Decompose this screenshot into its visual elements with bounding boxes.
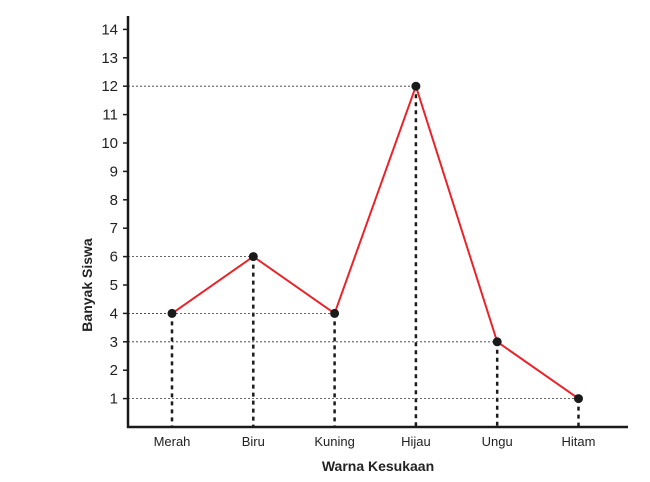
x-tick-label: Ungu <box>482 434 513 449</box>
y-tick-label: 14 <box>101 21 118 38</box>
y-tick-label: 9 <box>110 163 118 180</box>
y-tick-label: 12 <box>101 78 118 95</box>
series-line <box>171 85 580 400</box>
x-axis-title: Warna Kesukaan <box>322 458 434 474</box>
axes <box>126 16 628 429</box>
x-tick-label: Kuning <box>314 434 354 449</box>
y-tick-label: 13 <box>101 50 118 67</box>
y-tick-label: 7 <box>110 220 118 237</box>
y-tick-label: 11 <box>102 107 118 124</box>
data-point <box>574 394 583 404</box>
y-tick-label: 1 <box>110 391 118 408</box>
data-points <box>167 81 583 404</box>
y-tick-label: 5 <box>110 277 118 294</box>
data-point <box>330 308 340 318</box>
y-tick-label: 8 <box>110 192 118 209</box>
x-tick-label: Biru <box>242 434 265 449</box>
x-tick-label: Hitam <box>562 434 596 449</box>
y-tick-label: 4 <box>110 305 118 322</box>
x-tick-label: Hijau <box>401 434 431 449</box>
data-point <box>248 252 258 262</box>
y-axis-title: Banyak Siswa <box>79 238 95 332</box>
data-point <box>411 81 421 91</box>
guide-lines <box>128 85 580 427</box>
y-tick-label: 6 <box>110 249 118 266</box>
y-tick-label: 3 <box>110 334 118 351</box>
x-tick-label: Merah <box>154 434 191 449</box>
data-point <box>492 337 502 347</box>
x-tick-labels: Merah Biru Kuning Hijau Ungu Hitam <box>154 434 596 449</box>
y-tick-label: 2 <box>110 362 118 379</box>
data-point <box>167 308 177 318</box>
y-tick-label: 10 <box>101 135 118 152</box>
